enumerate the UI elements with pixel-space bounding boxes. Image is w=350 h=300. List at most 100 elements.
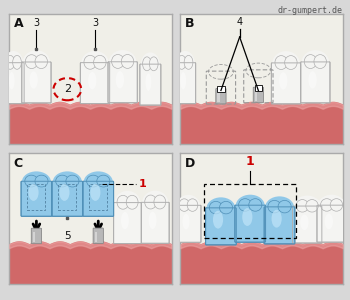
Ellipse shape xyxy=(182,214,190,230)
Ellipse shape xyxy=(25,175,38,187)
Ellipse shape xyxy=(23,50,50,75)
Ellipse shape xyxy=(90,184,100,201)
Ellipse shape xyxy=(285,56,297,70)
Ellipse shape xyxy=(142,57,151,71)
Ellipse shape xyxy=(321,199,333,211)
Ellipse shape xyxy=(236,195,265,217)
Ellipse shape xyxy=(146,74,151,91)
Ellipse shape xyxy=(141,52,160,77)
FancyBboxPatch shape xyxy=(31,228,42,244)
Ellipse shape xyxy=(4,51,23,76)
Bar xyxy=(33,232,35,242)
Ellipse shape xyxy=(84,171,113,193)
Ellipse shape xyxy=(209,201,222,214)
Ellipse shape xyxy=(53,171,82,193)
Ellipse shape xyxy=(301,50,329,75)
Text: 5: 5 xyxy=(64,231,71,241)
Ellipse shape xyxy=(121,212,129,229)
Ellipse shape xyxy=(300,214,309,230)
Ellipse shape xyxy=(330,199,343,211)
FancyBboxPatch shape xyxy=(108,62,137,103)
Bar xyxy=(89,184,107,210)
Ellipse shape xyxy=(325,214,333,229)
Ellipse shape xyxy=(84,55,96,69)
Ellipse shape xyxy=(177,195,200,217)
Text: 4: 4 xyxy=(237,16,243,27)
Ellipse shape xyxy=(187,199,198,211)
Ellipse shape xyxy=(87,175,100,187)
FancyBboxPatch shape xyxy=(293,206,322,243)
Ellipse shape xyxy=(184,56,193,69)
Ellipse shape xyxy=(142,190,168,215)
Bar xyxy=(255,85,262,91)
FancyBboxPatch shape xyxy=(235,205,266,242)
Ellipse shape xyxy=(93,55,106,69)
Ellipse shape xyxy=(293,196,321,218)
Ellipse shape xyxy=(6,56,15,69)
Ellipse shape xyxy=(22,171,51,193)
Ellipse shape xyxy=(249,199,262,211)
Ellipse shape xyxy=(28,184,38,201)
FancyBboxPatch shape xyxy=(271,63,301,104)
Ellipse shape xyxy=(206,197,236,220)
Text: 2: 2 xyxy=(64,84,71,94)
FancyBboxPatch shape xyxy=(3,63,24,104)
Text: 1: 1 xyxy=(139,179,147,189)
FancyBboxPatch shape xyxy=(93,228,103,244)
Ellipse shape xyxy=(126,195,138,209)
FancyBboxPatch shape xyxy=(253,87,264,103)
Ellipse shape xyxy=(179,199,190,211)
Ellipse shape xyxy=(9,72,15,89)
Bar xyxy=(204,184,296,238)
Ellipse shape xyxy=(308,71,317,88)
FancyBboxPatch shape xyxy=(114,202,141,244)
FancyBboxPatch shape xyxy=(140,64,161,105)
Ellipse shape xyxy=(154,195,166,209)
Text: D: D xyxy=(185,157,195,170)
Text: 1: 1 xyxy=(246,155,254,168)
Ellipse shape xyxy=(275,56,287,70)
Ellipse shape xyxy=(109,50,136,75)
Text: B: B xyxy=(185,17,195,30)
FancyBboxPatch shape xyxy=(21,181,52,216)
Ellipse shape xyxy=(117,195,129,209)
Bar xyxy=(27,184,46,210)
Ellipse shape xyxy=(306,200,318,212)
Ellipse shape xyxy=(25,55,38,69)
Ellipse shape xyxy=(175,51,195,76)
Text: C: C xyxy=(14,157,23,170)
Ellipse shape xyxy=(213,211,223,229)
FancyBboxPatch shape xyxy=(216,88,226,104)
Ellipse shape xyxy=(268,200,281,213)
Bar xyxy=(58,184,76,210)
Bar xyxy=(217,92,220,102)
Ellipse shape xyxy=(149,212,156,229)
FancyBboxPatch shape xyxy=(52,181,83,216)
Ellipse shape xyxy=(66,175,79,187)
Ellipse shape xyxy=(239,199,252,211)
FancyBboxPatch shape xyxy=(264,207,295,244)
FancyBboxPatch shape xyxy=(22,62,51,103)
Ellipse shape xyxy=(56,175,69,187)
Ellipse shape xyxy=(121,55,134,68)
Ellipse shape xyxy=(81,51,109,76)
FancyBboxPatch shape xyxy=(83,181,114,216)
Ellipse shape xyxy=(242,208,252,226)
Ellipse shape xyxy=(180,72,186,89)
FancyBboxPatch shape xyxy=(141,202,169,243)
Ellipse shape xyxy=(272,210,282,228)
FancyBboxPatch shape xyxy=(175,63,196,104)
Bar xyxy=(217,86,224,92)
Ellipse shape xyxy=(279,72,287,90)
Ellipse shape xyxy=(219,201,232,214)
Ellipse shape xyxy=(35,175,48,187)
Text: A: A xyxy=(14,17,23,30)
Ellipse shape xyxy=(296,200,309,212)
Ellipse shape xyxy=(60,184,70,201)
Ellipse shape xyxy=(318,195,345,217)
FancyBboxPatch shape xyxy=(317,205,346,242)
Ellipse shape xyxy=(145,195,156,209)
Ellipse shape xyxy=(13,56,21,69)
Bar xyxy=(94,232,97,242)
Ellipse shape xyxy=(272,51,300,76)
